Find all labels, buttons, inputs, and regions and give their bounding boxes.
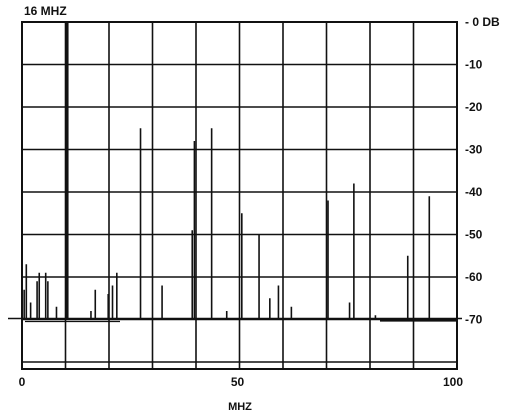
y-tick-label: -70 (465, 313, 483, 327)
y-tick-labels: - 0 DB -10 -20 -30 -40 -50 -60 -70 (465, 15, 500, 327)
y-tick-label: -40 (465, 185, 483, 199)
y-tick-label: -20 (465, 100, 483, 114)
y-tick-label: - 0 DB (465, 15, 500, 29)
spectral-lines (23, 22, 431, 320)
x-tick-label: 50 (231, 375, 245, 389)
grid (22, 22, 457, 369)
x-tick-label: 100 (443, 375, 463, 389)
chart-title: 16 MHZ (24, 4, 67, 18)
y-tick-label: -10 (465, 58, 483, 72)
x-axis-label: MHZ (228, 401, 252, 413)
x-tick-labels: 0 50 100 (19, 375, 464, 389)
x-tick-label: 0 (19, 375, 26, 389)
y-tick-label: -30 (465, 143, 483, 157)
noise-floor (8, 317, 462, 323)
y-tick-label: -60 (465, 270, 483, 284)
y-tick-label: -50 (465, 228, 483, 242)
